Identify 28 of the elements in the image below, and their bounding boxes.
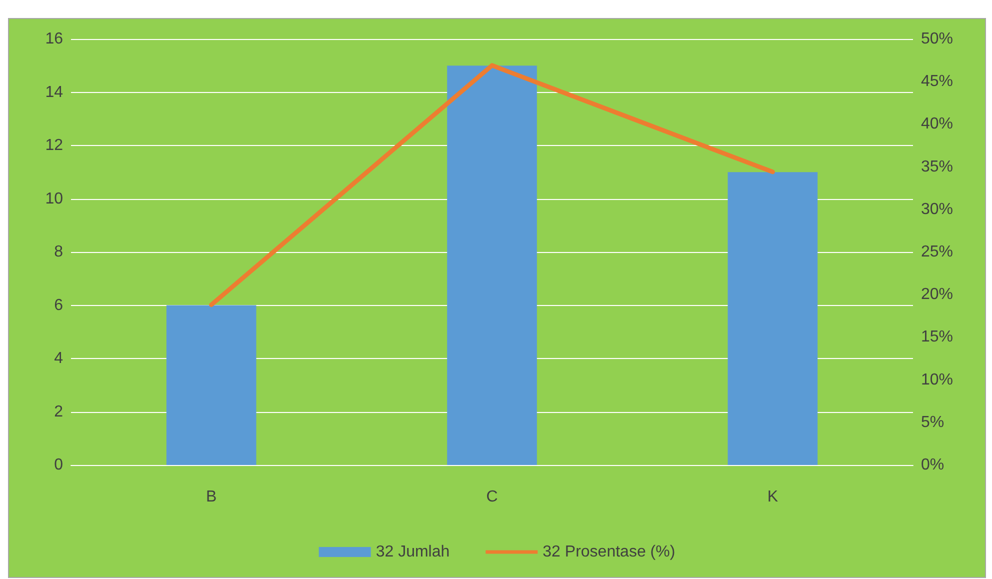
bar bbox=[728, 172, 818, 465]
x-tick-label: C bbox=[486, 488, 498, 506]
y-tick-label: 0 bbox=[54, 456, 64, 474]
y2-tick-label: 30% bbox=[921, 200, 954, 218]
y2-tick-label: 20% bbox=[921, 286, 954, 304]
y2-tick-label: 50% bbox=[921, 30, 954, 48]
y2-tick-label: 0% bbox=[921, 456, 944, 474]
legend-label: 32 Prosentase (%) bbox=[542, 544, 676, 560]
y-tick-label: 4 bbox=[54, 350, 64, 367]
y2-tick-label: 10% bbox=[921, 371, 954, 388]
bar bbox=[447, 66, 537, 465]
y2-tick-label: 45% bbox=[921, 73, 954, 90]
bar bbox=[166, 305, 256, 465]
y-tick-label: 2 bbox=[54, 403, 64, 420]
y-tick-label: 16 bbox=[45, 30, 64, 48]
y-tick-label: 14 bbox=[45, 84, 64, 101]
y-tick-label: 12 bbox=[45, 137, 64, 154]
y-tick-label: 10 bbox=[45, 190, 64, 208]
legend-label: 32 Jumlah bbox=[376, 544, 450, 560]
x-tick-label: B bbox=[206, 488, 217, 506]
y2-tick-label: 5% bbox=[921, 414, 944, 431]
y-tick-label: 6 bbox=[54, 296, 64, 314]
y2-tick-label: 40% bbox=[921, 116, 954, 133]
y2-tick-label: 15% bbox=[921, 328, 954, 346]
y2-tick-label: 35% bbox=[921, 158, 954, 176]
y-tick-label: 8 bbox=[54, 244, 64, 260]
y2-tick-label: 25% bbox=[921, 244, 954, 260]
x-tick-label: K bbox=[767, 488, 778, 506]
